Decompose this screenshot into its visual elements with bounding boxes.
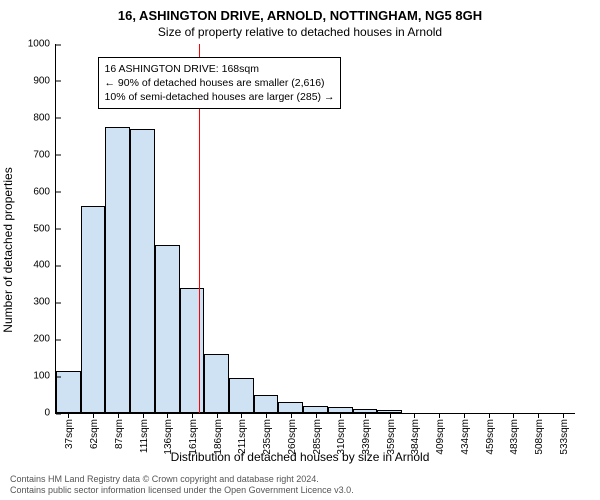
x-tick-mark: [291, 413, 292, 418]
x-tick-mark: [513, 413, 514, 418]
x-tick-mark: [439, 413, 440, 418]
x-tick-mark: [93, 413, 94, 418]
y-tick-label: 300: [33, 297, 56, 308]
footer-attribution: Contains HM Land Registry data © Crown c…: [10, 474, 590, 497]
histogram-bar: [130, 129, 155, 413]
chart-plot-area: 01002003004005006007008009001000 37sqm62…: [55, 44, 575, 414]
x-tick-mark: [192, 413, 193, 418]
x-tick-label: 62sqm: [89, 419, 100, 449]
x-tick-label: 37sqm: [64, 419, 75, 449]
x-tick-mark: [538, 413, 539, 418]
x-tick-mark: [143, 413, 144, 418]
footer-line-2: Contains public sector information licen…: [10, 485, 590, 496]
reference-info-box: 16 ASHINGTON DRIVE: 168sqm← 90% of detac…: [98, 57, 342, 110]
chart-title-sub: Size of property relative to detached ho…: [0, 23, 600, 39]
x-tick-mark: [489, 413, 490, 418]
y-tick-label: 800: [33, 112, 56, 123]
y-tick-label: 400: [33, 260, 56, 271]
histogram-bar: [155, 245, 180, 413]
histogram-bar: [278, 402, 303, 413]
x-tick-mark: [414, 413, 415, 418]
histogram-bar: [254, 395, 279, 413]
info-box-line: ← 90% of detached houses are smaller (2,…: [105, 76, 335, 90]
x-tick-mark: [118, 413, 119, 418]
y-tick-label: 100: [33, 371, 56, 382]
x-tick-mark: [365, 413, 366, 418]
x-tick-mark: [464, 413, 465, 418]
y-axis-label: Number of detached properties: [1, 85, 15, 250]
x-tick-mark: [316, 413, 317, 418]
histogram-bar: [229, 378, 254, 413]
x-axis-label: Distribution of detached houses by size …: [0, 450, 600, 464]
x-tick-mark: [266, 413, 267, 418]
x-tick-mark: [340, 413, 341, 418]
footer-line-1: Contains HM Land Registry data © Crown c…: [10, 474, 590, 485]
x-tick-mark: [563, 413, 564, 418]
y-tick-label: 200: [33, 334, 56, 345]
x-tick-mark: [390, 413, 391, 418]
x-tick-mark: [68, 413, 69, 418]
histogram-bar: [180, 288, 205, 413]
x-tick-label: 211sqm: [237, 419, 248, 454]
histogram-bar: [105, 127, 130, 413]
x-tick-mark: [167, 413, 168, 418]
x-tick-mark: [217, 413, 218, 418]
chart-title-main: 16, ASHINGTON DRIVE, ARNOLD, NOTTINGHAM,…: [0, 0, 600, 23]
histogram-bar: [81, 206, 106, 413]
histogram-bar: [204, 354, 229, 413]
x-tick-mark: [241, 413, 242, 418]
y-tick-label: 1000: [28, 39, 56, 50]
y-tick-label: 0: [44, 408, 56, 419]
info-box-line: 10% of semi-detached houses are larger (…: [105, 90, 335, 104]
y-tick-label: 600: [33, 186, 56, 197]
y-tick-label: 500: [33, 223, 56, 234]
y-tick-label: 700: [33, 149, 56, 160]
y-tick-label: 900: [33, 75, 56, 86]
x-tick-label: 111sqm: [139, 419, 150, 453]
info-box-line: 16 ASHINGTON DRIVE: 168sqm: [105, 62, 335, 76]
x-tick-label: 87sqm: [114, 419, 125, 449]
histogram-bar: [303, 406, 328, 413]
